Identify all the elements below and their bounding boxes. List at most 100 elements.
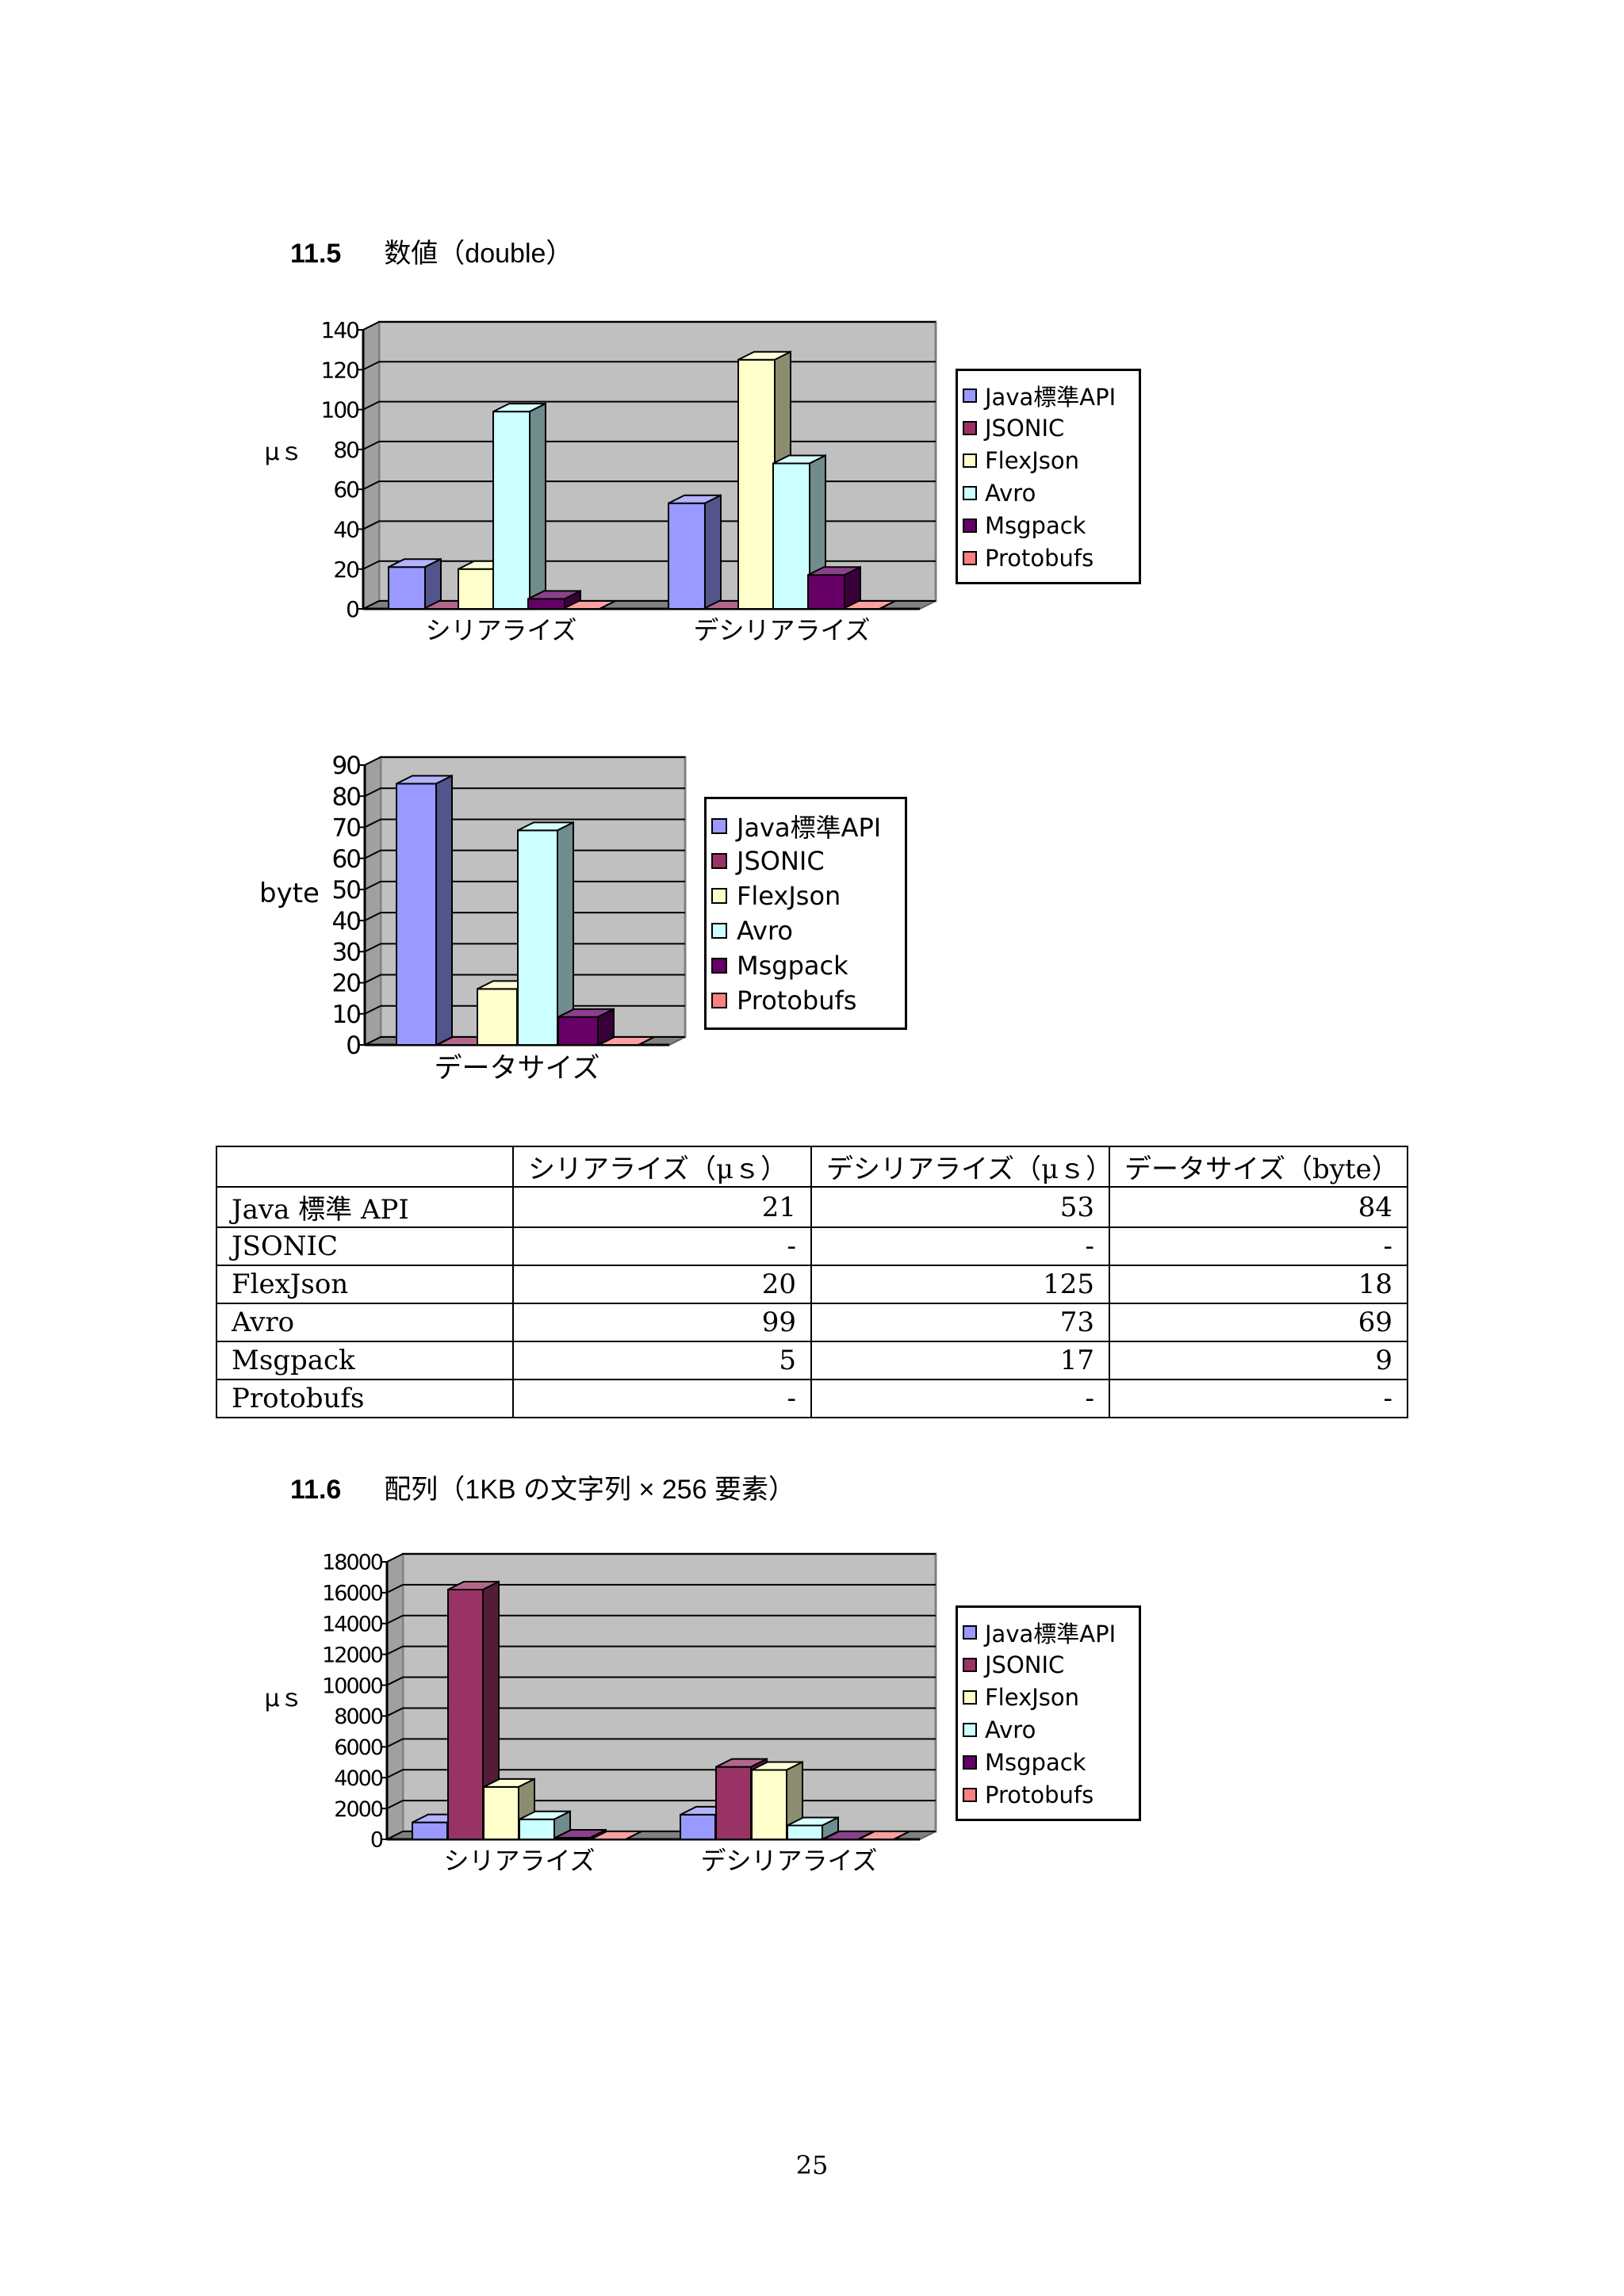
chart-legend: Java標準API JSONIC FlexJson Avro Msgpack Protob… bbox=[704, 797, 907, 1030]
bar-front bbox=[527, 598, 565, 610]
table-cell: - bbox=[810, 1379, 1110, 1418]
bar-front bbox=[519, 1818, 555, 1841]
legend-swatch bbox=[963, 1787, 977, 1802]
x-category-label: デシリアライズ bbox=[700, 1846, 877, 1876]
y-tick-label: 12000 bbox=[322, 1643, 383, 1667]
bar-Protobufs bbox=[590, 1831, 642, 1840]
legend-label: Msgpack bbox=[985, 1748, 1086, 1776]
x-category-label: シリアライズ bbox=[443, 1846, 595, 1876]
legend-label: Java標準API bbox=[985, 383, 1116, 411]
legend-label: JSONIC bbox=[985, 1651, 1065, 1678]
bar-front bbox=[737, 358, 776, 610]
y-axis-label: μｓ bbox=[264, 1685, 303, 1712]
legend-swatch bbox=[963, 1657, 977, 1672]
gridline bbox=[364, 912, 685, 922]
x-category-label: シリアライズ bbox=[425, 615, 576, 645]
table-cell: 20 bbox=[512, 1265, 812, 1304]
bar-Msgpack bbox=[554, 1828, 607, 1841]
table-cell: - bbox=[512, 1379, 812, 1418]
table-cell-name: Protobufs bbox=[216, 1379, 514, 1418]
table-row: Msgpack 5 17 9 bbox=[216, 1341, 1408, 1380]
y-tick-label: 30 bbox=[332, 938, 361, 966]
bar-front bbox=[751, 1769, 787, 1840]
gridline bbox=[364, 756, 685, 766]
bar-front bbox=[715, 1766, 752, 1840]
legend-label: JSONIC bbox=[737, 846, 825, 876]
table-cell: 125 bbox=[810, 1265, 1110, 1304]
x-category-label: データサイズ bbox=[435, 1053, 600, 1085]
bar-front bbox=[668, 502, 706, 610]
section-number: 11.6 bbox=[290, 1475, 342, 1505]
bar-Protobufs bbox=[562, 600, 616, 610]
table-cell-name: Java 標準 API bbox=[216, 1186, 514, 1228]
table-cell: 17 bbox=[810, 1341, 1110, 1380]
bar-Msgpack bbox=[557, 1008, 615, 1047]
gridline bbox=[386, 1583, 936, 1594]
y-tick-label: 60 bbox=[333, 476, 358, 503]
gridline bbox=[386, 1738, 936, 1748]
bar-side bbox=[893, 1831, 910, 1840]
y-tick-label: 20 bbox=[333, 557, 358, 583]
legend-swatch bbox=[711, 853, 727, 869]
y-axis-label: μｓ bbox=[264, 438, 303, 466]
bar-Avro bbox=[492, 402, 546, 610]
bar-front bbox=[680, 1813, 716, 1840]
y-tick-label: 100 bbox=[321, 397, 359, 423]
gridline bbox=[364, 818, 685, 828]
table-row: Java 標準 API 21 53 84 bbox=[216, 1186, 1408, 1228]
y-tick-label: 140 bbox=[321, 317, 359, 343]
gridline bbox=[364, 787, 685, 798]
bar-Avro bbox=[772, 453, 826, 610]
legend-item: JSONIC bbox=[963, 411, 1134, 444]
bar-front bbox=[492, 411, 530, 610]
gridline bbox=[386, 1707, 936, 1717]
bar-Protobufs bbox=[858, 1831, 910, 1840]
legend-swatch bbox=[711, 923, 727, 939]
legend-swatch bbox=[963, 1689, 977, 1705]
y-tick-label: 0 bbox=[346, 1031, 360, 1060]
bar-Avro bbox=[517, 821, 574, 1047]
legend-swatch bbox=[711, 958, 727, 974]
y-tick-label: 40 bbox=[332, 907, 361, 936]
y-tick-label: 18000 bbox=[322, 1551, 383, 1575]
table-header-cell: シリアライズ（μｓ） bbox=[512, 1146, 812, 1188]
y-tick-label: 50 bbox=[332, 876, 361, 905]
table-cell: - bbox=[1109, 1226, 1408, 1266]
bar-Avro bbox=[787, 1816, 839, 1841]
bar-side bbox=[435, 774, 453, 1047]
page-number: 25 bbox=[795, 2150, 829, 2180]
legend-item: JSONIC bbox=[963, 1648, 1134, 1681]
table-cell: - bbox=[512, 1226, 812, 1266]
y-tick-label: 10 bbox=[332, 1001, 361, 1029]
legend-label: Java標準API bbox=[985, 1620, 1116, 1647]
y-tick-label: 2000 bbox=[334, 1797, 383, 1822]
legend-item: Msgpack bbox=[963, 509, 1134, 541]
table-cell: 21 bbox=[512, 1186, 812, 1228]
y-tick-label: 120 bbox=[321, 357, 359, 383]
bar-front bbox=[396, 783, 437, 1047]
legend-item: Java標準API bbox=[963, 1616, 1134, 1648]
legend-item: Msgpack bbox=[711, 948, 900, 983]
bar-side bbox=[529, 402, 546, 610]
gridline bbox=[386, 1676, 936, 1686]
legend-label: Msgpack bbox=[737, 951, 848, 981]
gridline bbox=[362, 321, 936, 331]
legend-swatch bbox=[711, 818, 727, 834]
legend-label: Avro bbox=[985, 479, 1036, 507]
table-header-cell: デシリアライズ（μｓ） bbox=[810, 1146, 1113, 1188]
legend-item: Avro bbox=[963, 1713, 1134, 1746]
side-wall bbox=[364, 756, 381, 1047]
bar-side bbox=[599, 600, 616, 610]
bar-front bbox=[517, 829, 558, 1046]
gridline bbox=[386, 1645, 936, 1655]
table-cell: 53 bbox=[810, 1186, 1110, 1228]
y-tick-label: 10000 bbox=[322, 1674, 383, 1698]
table-cell-name: Avro bbox=[216, 1303, 514, 1342]
legend-item: Msgpack bbox=[963, 1746, 1134, 1778]
legend-swatch bbox=[963, 485, 977, 500]
bar-front bbox=[787, 1824, 823, 1840]
bar-side bbox=[638, 1036, 655, 1046]
bar-front bbox=[388, 566, 426, 610]
bar-side bbox=[625, 1831, 642, 1840]
y-tick-label: 60 bbox=[332, 845, 361, 874]
